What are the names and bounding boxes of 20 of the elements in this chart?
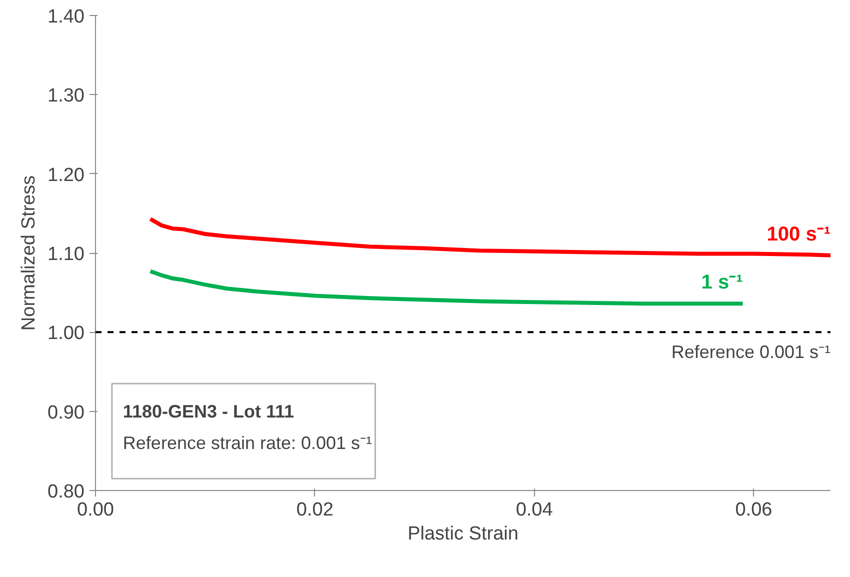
annotation: Reference strain rate: 0.001 s⁻¹ [122, 433, 372, 453]
y-axis-title: Normalized Stress [18, 175, 40, 331]
y-tick-label: 0.80 [48, 482, 85, 502]
ref-line-label: Reference 0.001 s⁻¹ [671, 342, 831, 362]
y-tick-label: 0.90 [48, 402, 85, 424]
x-axis-title: Plastic Strain [408, 524, 518, 544]
y-tick-label: 1.10 [48, 244, 85, 265]
y-tick-label: 1.40 [48, 6, 85, 28]
series-label: 1 s⁻¹ [701, 272, 744, 294]
y-tick-label: 1.30 [48, 86, 85, 107]
series-label: 100 s⁻¹ [766, 223, 831, 246]
y-tick-label: 1.20 [48, 164, 85, 186]
x-tick-label: 0.02 [296, 500, 334, 520]
x-tick-label: 0.00 [77, 500, 114, 520]
y-tick-label: 1.00 [48, 323, 85, 344]
line-series [148, 216, 830, 258]
x-tick-label: 0.04 [516, 500, 554, 520]
annotation: 1180-GEN3 - Lot 111 [122, 401, 294, 422]
x-tick-label: 0.06 [735, 500, 772, 520]
line-series [148, 269, 745, 306]
